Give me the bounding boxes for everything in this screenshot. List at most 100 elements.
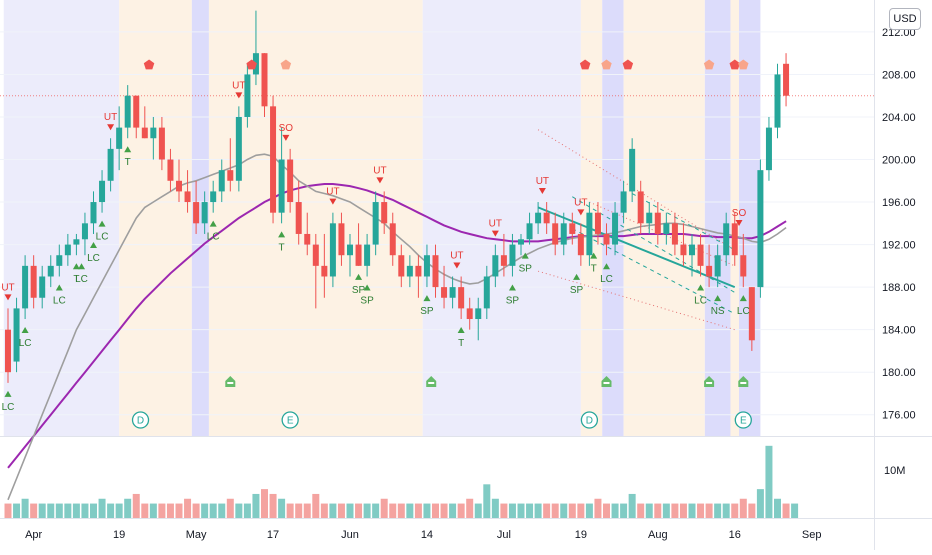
candle-body — [167, 159, 174, 181]
house-icon-stripe — [706, 382, 713, 384]
candle-body — [73, 239, 80, 245]
trend-channel-line — [572, 228, 735, 315]
price-tick-label: 184.00 — [882, 325, 916, 337]
signal-label-below: SP — [519, 264, 533, 275]
volume-bar — [508, 503, 516, 518]
candle-body — [765, 127, 772, 171]
volume-bar — [81, 503, 89, 518]
dividend-house-icon — [704, 376, 715, 387]
candle-body — [150, 127, 157, 139]
volume-bar — [286, 503, 294, 518]
time-tick-label: 19 — [575, 529, 587, 541]
volume-bar — [107, 503, 115, 518]
volume-bar — [47, 503, 55, 518]
background-band — [208, 0, 423, 436]
volume-bar — [782, 503, 790, 518]
candle-body — [81, 223, 88, 240]
volume-bar — [517, 503, 525, 518]
signal-label-below: T — [125, 157, 131, 168]
time-tick-label: 19 — [113, 529, 125, 541]
candle-body — [158, 127, 165, 160]
candle-body — [364, 244, 371, 266]
dividend-house-icon — [426, 376, 437, 387]
volume-bar — [98, 498, 106, 518]
volume-bar — [457, 503, 465, 518]
signal-label-above: SO — [279, 123, 294, 134]
time-tick-label: 16 — [729, 529, 741, 541]
candle-body — [458, 287, 465, 309]
candle-body — [697, 244, 704, 266]
signal-label-above: UT — [1, 282, 14, 293]
volume-bar — [440, 503, 448, 518]
candle-body — [116, 127, 123, 149]
top-event-marker — [246, 59, 257, 70]
volume-bar — [346, 503, 354, 518]
volume-bar — [149, 503, 157, 518]
signal-label-below: LC — [53, 295, 66, 306]
top-event-marker — [601, 59, 612, 70]
candle-body — [381, 202, 388, 224]
candle-body — [210, 191, 217, 203]
signal-down-arrow — [235, 92, 243, 99]
volume-bar — [765, 445, 773, 518]
candle-body — [22, 265, 29, 309]
signal-label-below: LC — [207, 232, 220, 243]
volume-bar — [235, 503, 243, 518]
volume-bar — [90, 503, 97, 518]
background-band — [623, 0, 705, 436]
volume-bar — [705, 503, 713, 518]
candle-body — [56, 255, 63, 266]
volume-bar — [432, 503, 439, 518]
candle-body — [406, 265, 413, 277]
signal-up-arrow — [98, 220, 106, 227]
volume-bar — [679, 503, 687, 518]
candle-body — [646, 212, 653, 224]
currency-button[interactable]: USD — [889, 8, 921, 30]
signal-up-arrow — [21, 327, 29, 334]
signal-label-below: LC — [75, 274, 88, 285]
candle-body — [432, 255, 439, 288]
volume-bar — [158, 503, 166, 518]
signal-label-below: SP — [352, 285, 366, 296]
candle-body — [287, 159, 294, 203]
signal-down-arrow — [282, 134, 290, 141]
candle-body — [552, 223, 559, 245]
volume-bar — [252, 493, 260, 518]
signal-label-above: UT — [489, 219, 502, 230]
candle-body — [569, 223, 576, 234]
volume-bar — [637, 503, 645, 518]
signal-down-arrow — [735, 219, 743, 226]
volume-bar — [337, 503, 345, 518]
event-badge — [281, 411, 299, 429]
signal-label-below: SP — [506, 295, 520, 306]
candle-body — [398, 255, 405, 277]
signal-label-below: NS — [711, 306, 725, 317]
candle-body — [543, 212, 550, 224]
signal-label-above: SO — [732, 208, 747, 219]
volume-bar — [355, 503, 363, 518]
event-badge — [131, 411, 150, 429]
candle-body — [90, 202, 97, 224]
volume-bar — [423, 503, 431, 518]
signal-label-above: UT — [536, 176, 549, 187]
signal-down-arrow — [376, 177, 384, 184]
volume-bar — [500, 503, 508, 518]
volume-bar — [662, 503, 670, 518]
volume-bar — [132, 493, 140, 518]
signal-label-above: UT — [326, 187, 339, 198]
time-tick-label: 14 — [421, 529, 433, 541]
volume-bar — [406, 503, 414, 518]
volume-bar — [372, 503, 380, 518]
signal-up-arrow — [363, 284, 371, 291]
candle-body — [492, 255, 499, 277]
candle-body — [509, 244, 516, 266]
signal-down-arrow — [107, 124, 115, 131]
candle-body — [107, 148, 114, 181]
candle-body — [39, 276, 46, 298]
event-badge — [734, 411, 752, 429]
volume-bar — [526, 503, 534, 518]
event-badge-label: D — [137, 416, 144, 427]
candle-body — [689, 244, 695, 256]
